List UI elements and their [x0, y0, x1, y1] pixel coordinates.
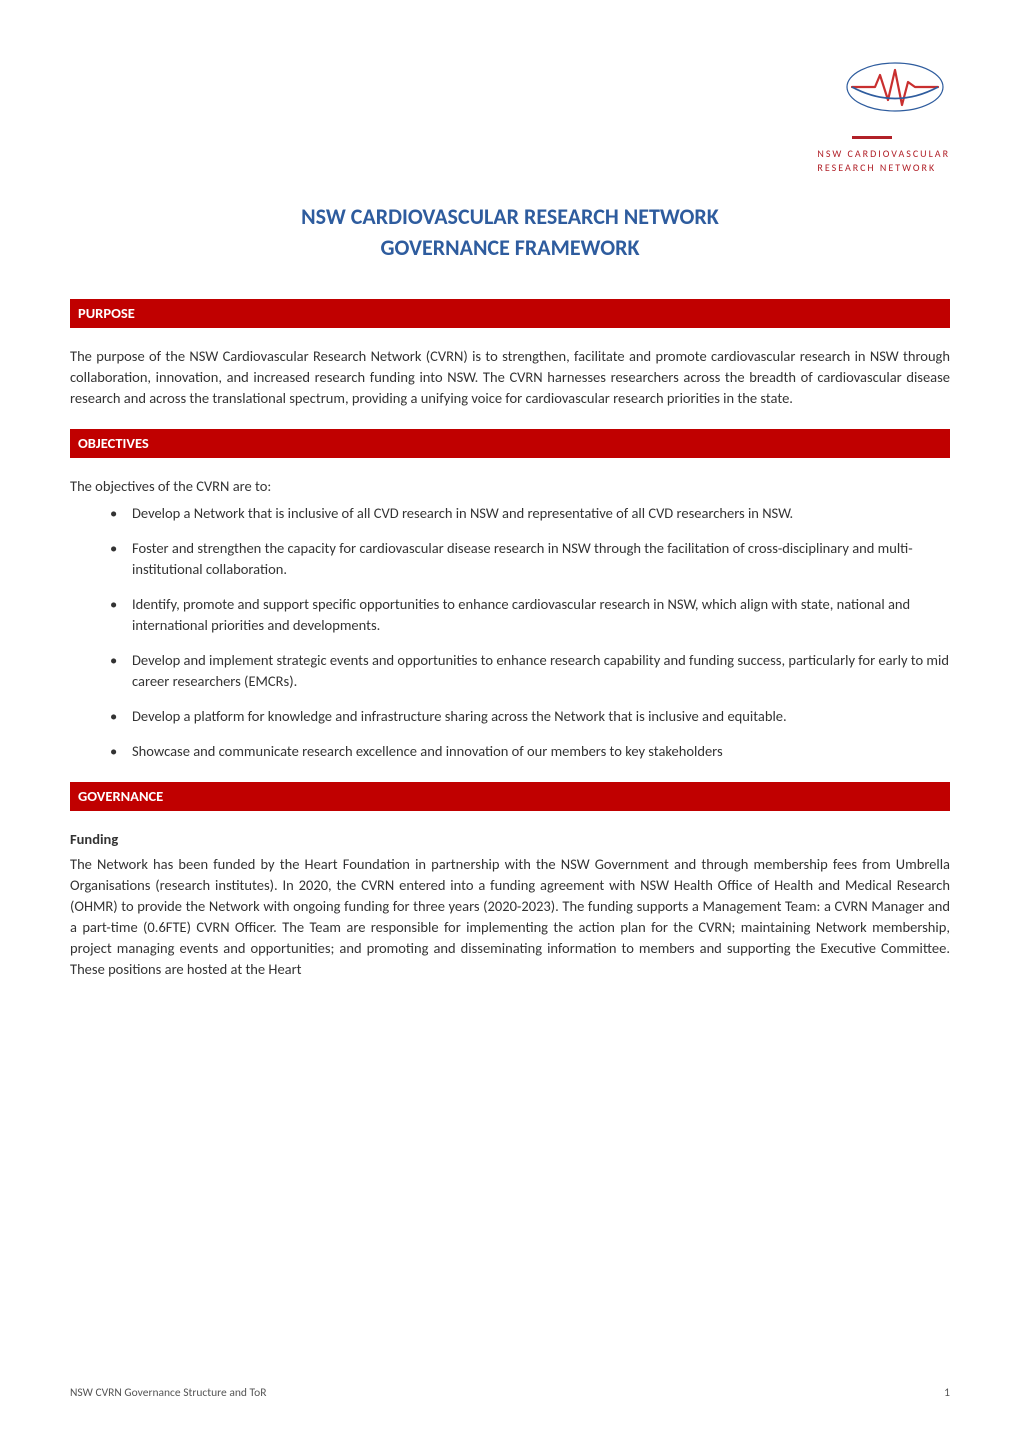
purpose-body: The purpose of the NSW Cardiovascular Re… — [70, 346, 950, 409]
logo-text-line2: RESEARCH NETWORK — [817, 161, 950, 175]
page-footer: NSW CVRN Governance Structure and ToR 1 — [70, 1385, 950, 1402]
title-line-2: GOVERNANCE FRAMEWORK — [70, 233, 950, 264]
footer-page-number: 1 — [944, 1385, 950, 1402]
list-item: Develop a Network that is inclusive of a… — [110, 503, 950, 524]
objectives-intro: The objectives of the CVRN are to: — [70, 476, 950, 497]
logo-block: NSW CARDIOVASCULAR RESEARCH NETWORK — [70, 60, 950, 177]
section-header-objectives: OBJECTIVES — [70, 429, 950, 458]
list-item: Develop and implement strategic events a… — [110, 650, 950, 692]
list-item: Develop a platform for knowledge and inf… — [110, 706, 950, 727]
section-header-governance: GOVERNANCE — [70, 782, 950, 811]
title-line-1: NSW CARDIOVASCULAR RESEARCH NETWORK — [70, 202, 950, 233]
list-item: Foster and strengthen the capacity for c… — [110, 538, 950, 580]
list-item: Identify, promote and support specific o… — [110, 594, 950, 636]
footer-left: NSW CVRN Governance Structure and ToR — [70, 1385, 266, 1402]
funding-body: The Network has been funded by the Heart… — [70, 854, 950, 980]
section-header-purpose: PURPOSE — [70, 299, 950, 328]
heartbeat-logo-icon — [840, 60, 950, 115]
logo-divider — [852, 136, 892, 139]
list-item: Showcase and communicate research excell… — [110, 741, 950, 762]
objectives-list: Develop a Network that is inclusive of a… — [70, 503, 950, 762]
logo: NSW CARDIOVASCULAR RESEARCH NETWORK — [817, 60, 950, 177]
document-title: NSW CARDIOVASCULAR RESEARCH NETWORK GOVE… — [70, 202, 950, 264]
logo-text: NSW CARDIOVASCULAR RESEARCH NETWORK — [817, 147, 950, 175]
funding-heading: Funding — [70, 829, 950, 850]
logo-text-line1: NSW CARDIOVASCULAR — [817, 147, 950, 161]
